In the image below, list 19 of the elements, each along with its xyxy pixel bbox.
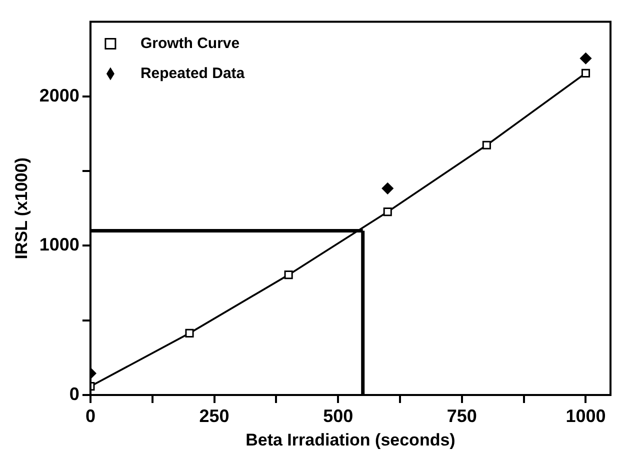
x-tick-label: 0 bbox=[85, 406, 96, 426]
y-tick-label: 1000 bbox=[39, 234, 80, 255]
point bbox=[581, 68, 590, 78]
legend-label: Repeated Data bbox=[140, 64, 246, 82]
point bbox=[482, 140, 491, 150]
point bbox=[382, 182, 394, 194]
y-tick-label: 0 bbox=[69, 384, 80, 404]
point bbox=[383, 208, 392, 216]
x-axis-title: Beta Irradiation (seconds) bbox=[246, 430, 456, 450]
point bbox=[580, 52, 592, 64]
y-axis-title: IRSL (x1000) bbox=[12, 158, 31, 260]
x-tick-label: 250 bbox=[199, 406, 230, 426]
x-tick-label: 750 bbox=[446, 406, 477, 426]
legend-label: Growth Curve bbox=[140, 34, 240, 52]
x-tick-label: 1000 bbox=[566, 406, 606, 426]
y-tick-label: 2000 bbox=[39, 85, 80, 106]
point bbox=[185, 328, 194, 338]
x-tick-label: 500 bbox=[323, 406, 354, 426]
point bbox=[284, 270, 293, 280]
